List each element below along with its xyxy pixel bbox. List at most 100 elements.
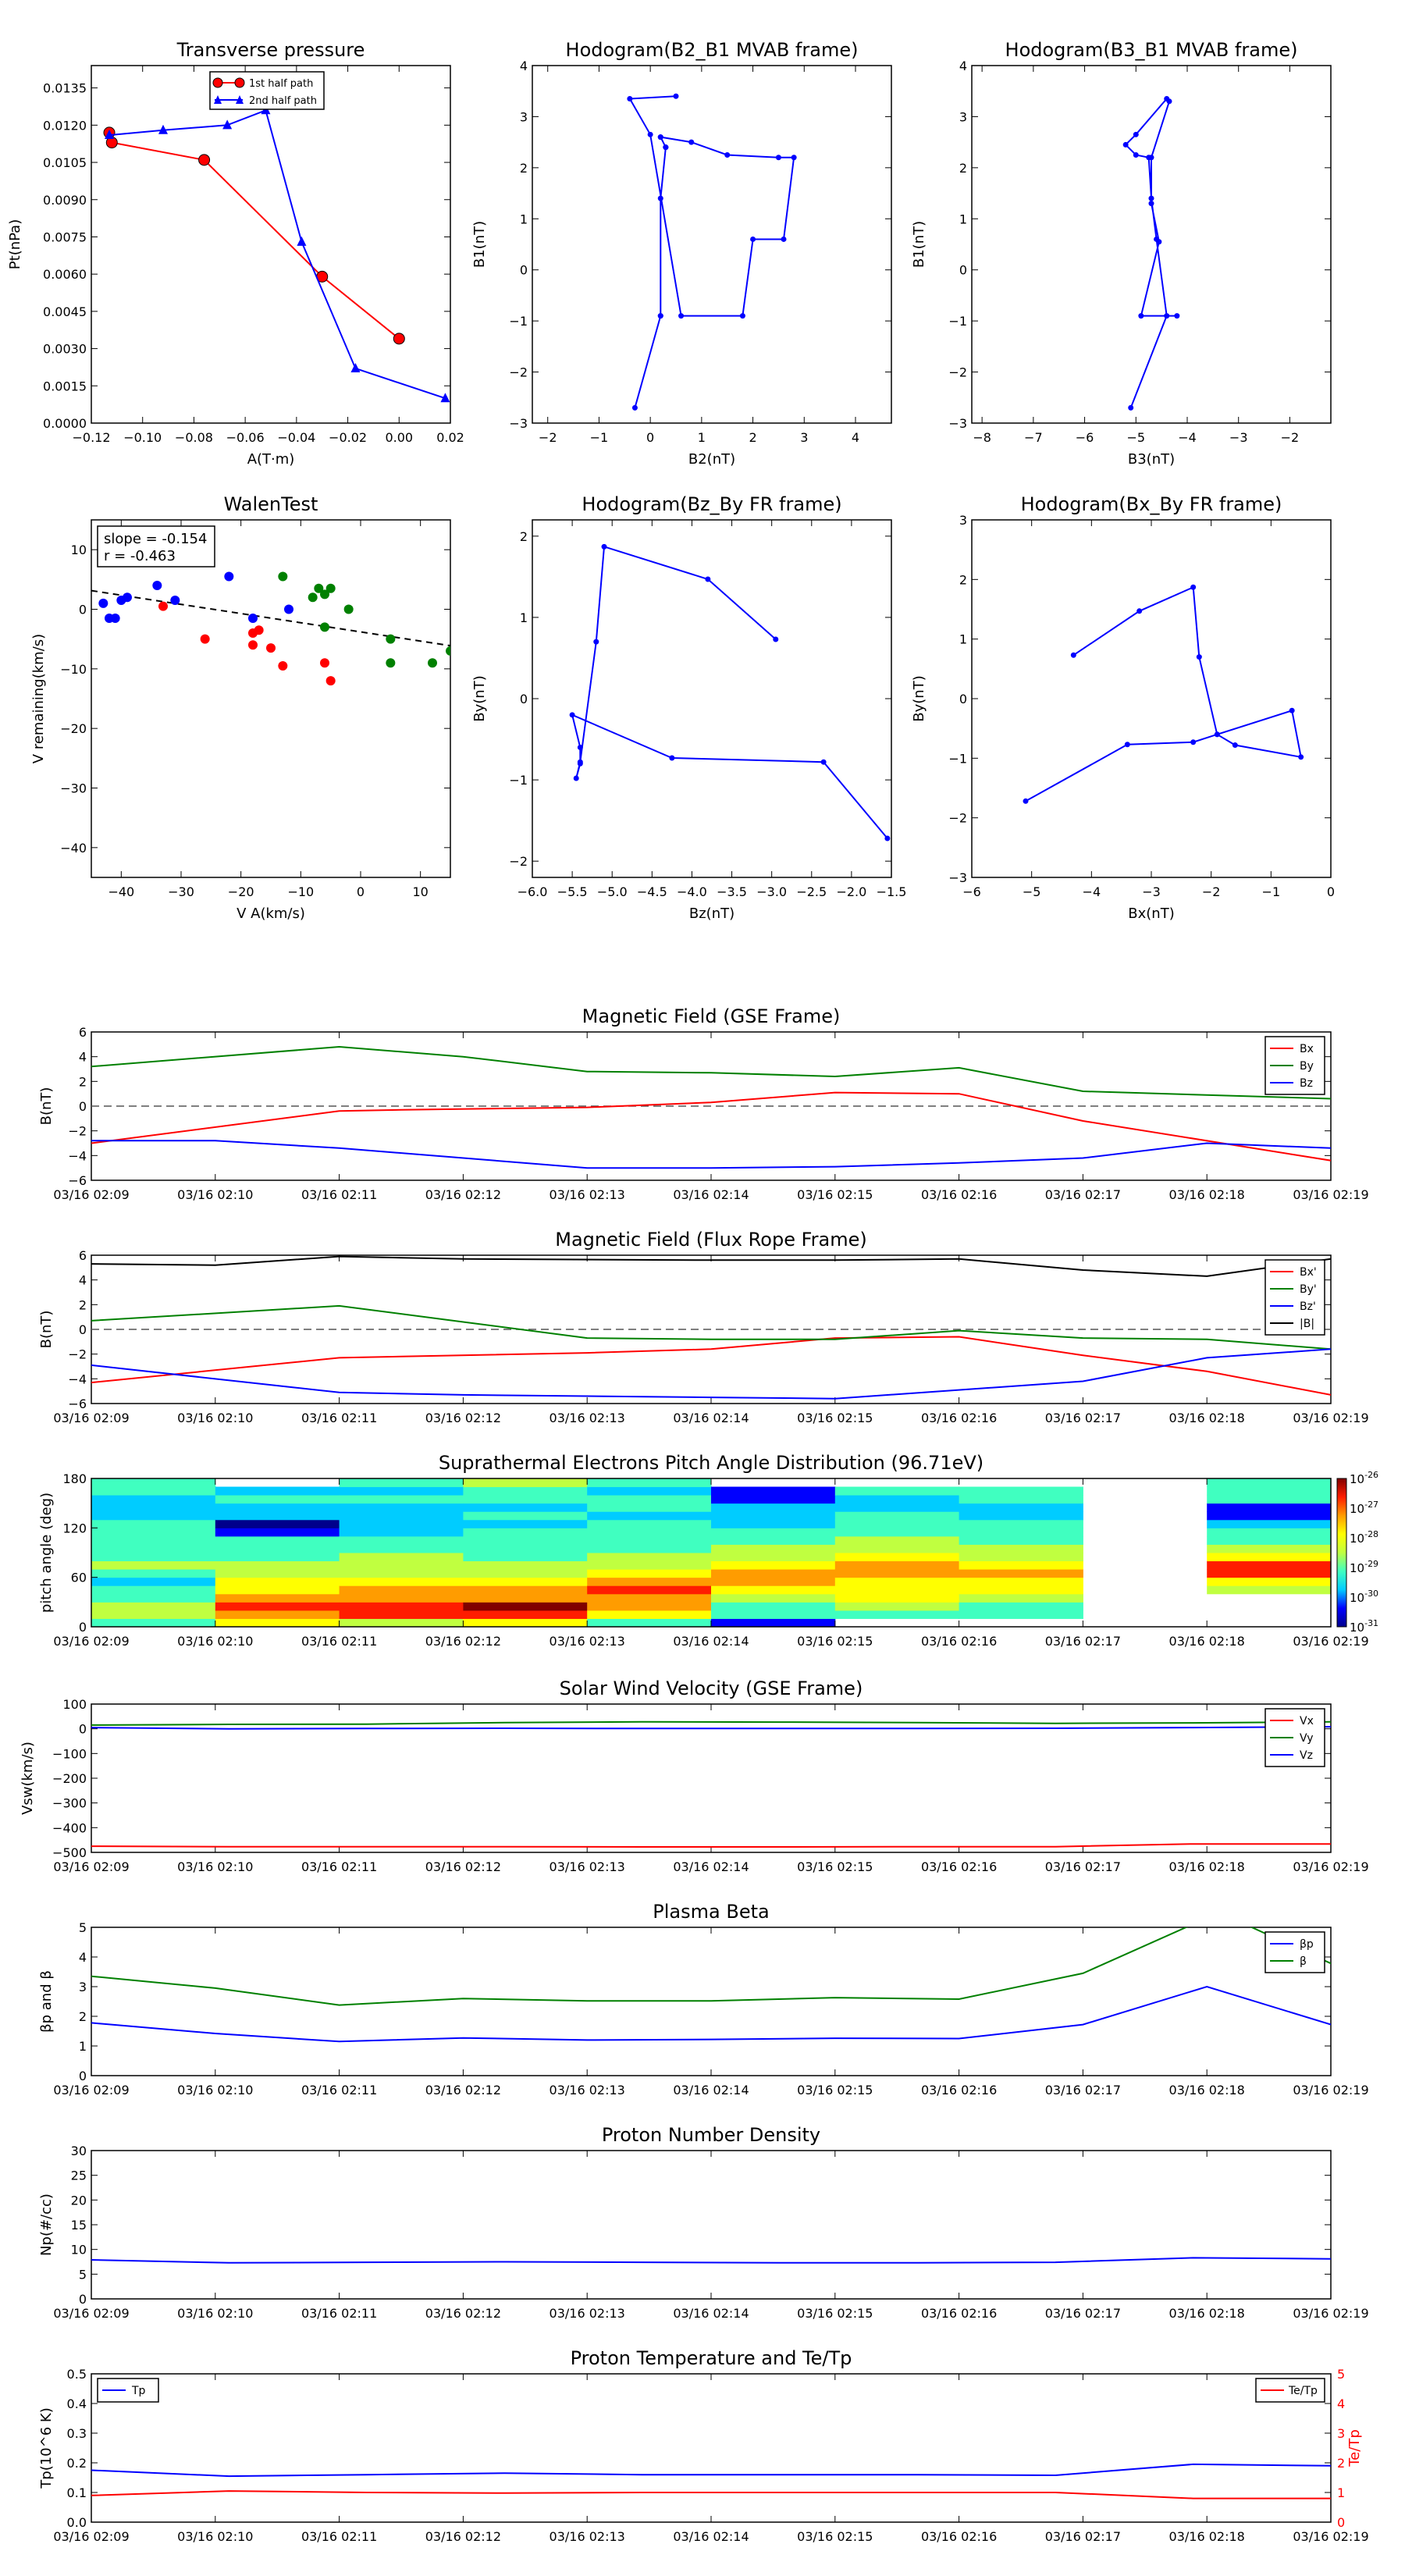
tp-marker-1-6 [440, 393, 450, 403]
pad-cell-3-11 [463, 1528, 588, 1537]
bgse-series-Bz [91, 1140, 1331, 1169]
pad-cell-4-11 [587, 1528, 712, 1537]
tp-ytick-label: 0.0045 [43, 304, 87, 319]
pad-time-label: 03/16 02:11 [301, 1634, 377, 1649]
walen-point-2-4 [320, 622, 329, 632]
pad-cell-3-6 [463, 1569, 588, 1578]
hxy-ytick-label: 3 [959, 513, 967, 528]
np-time-label: 03/16 02:09 [53, 2306, 129, 2321]
bfr-series-|B| [91, 1255, 1331, 1277]
h21-point-0-15 [739, 313, 745, 319]
walen-point-0-6 [278, 661, 288, 671]
hxy-point-0-0 [1023, 798, 1029, 804]
bfr-ytick-label: 0 [79, 1322, 87, 1337]
bfr-time-label: 03/16 02:10 [177, 1411, 253, 1425]
tp-xlabel: A(T·m) [247, 451, 295, 468]
vsw-ytick-label: −200 [52, 1771, 87, 1786]
h21-ytick-label: −1 [509, 314, 528, 329]
walen-point-0-5 [266, 643, 276, 653]
pad-cell-7-14 [959, 1503, 1083, 1512]
pad-cell-9-17 [1207, 1478, 1332, 1488]
pad-cell-4-0 [587, 1618, 712, 1628]
h21-point-0-14 [750, 236, 756, 242]
bfr-time-label: 03/16 02:11 [301, 1411, 377, 1425]
tp_temp-legend-left-label: Tp [131, 2385, 146, 2397]
bgse-legend-label-2: Bz [1300, 1077, 1313, 1090]
tp-ytick-label: 0.0015 [43, 379, 87, 393]
tp-title: Transverse pressure [176, 39, 365, 61]
pad-cell-6-2 [834, 1602, 960, 1611]
bfr-ytick-label: −6 [68, 1397, 87, 1411]
h21-ytick-label: −2 [509, 365, 528, 380]
pad-cell-9-16 [1207, 1486, 1332, 1496]
h31-ytick-label: 4 [959, 59, 967, 73]
tp-xtick-label: −0.12 [72, 430, 110, 445]
pad-cell-9-10 [1207, 1535, 1332, 1545]
h31-xtick-label: −7 [1024, 430, 1043, 445]
walen-point-2-3 [320, 589, 329, 600]
pad-cell-3-4 [463, 1585, 588, 1595]
bgse-ylabel: B(nT) [38, 1087, 55, 1126]
hxy-xtick-label: −6 [962, 884, 981, 899]
pad-cell-1-3 [215, 1593, 340, 1603]
h21-xtick-label: 2 [749, 430, 756, 445]
pad-cell-6-8 [834, 1553, 960, 1562]
walen-title: WalenTest [224, 493, 318, 515]
tp-ytick-label: 0.0075 [43, 229, 87, 244]
bgse-title: Magnetic Field (GSE Frame) [582, 1005, 841, 1027]
tp_temp-time-label: 03/16 02:17 [1045, 2529, 1121, 2544]
bgse-time-label: 03/16 02:13 [550, 1187, 625, 1202]
hxy-ytick-label: 2 [959, 572, 967, 587]
np-time-label: 03/16 02:12 [425, 2306, 501, 2321]
pad-cell-6-4 [834, 1585, 960, 1595]
hxy-point-0-5 [1298, 754, 1304, 760]
pad-cell-3-17 [463, 1478, 588, 1488]
pad-cell-5-6 [711, 1569, 836, 1578]
walen-plot-area [91, 571, 450, 686]
tp-frame [91, 65, 451, 424]
tp-xtick-label: −0.04 [277, 430, 315, 445]
h21-xtick-label: 0 [646, 430, 654, 445]
walen-xtick-label: −30 [168, 884, 194, 899]
bgse-legend-label-0: Bx [1300, 1043, 1314, 1055]
vsw-time-label: 03/16 02:12 [425, 1859, 501, 1874]
hzy-ytick-label: 1 [520, 610, 528, 625]
vsw-ytick-label: 0 [79, 1722, 87, 1737]
beta-series-βp [91, 1985, 1331, 2043]
tp-xtick-label: 0.02 [436, 430, 464, 445]
tp-marker-1-1 [158, 124, 168, 134]
pad-cell-0-10 [91, 1535, 216, 1545]
pad-cell-3-7 [463, 1560, 588, 1570]
walen-point-1-9 [284, 604, 293, 614]
pad-cell-4-12 [587, 1519, 712, 1528]
pad-cell-1-5 [215, 1577, 340, 1586]
beta-time-label: 03/16 02:12 [425, 2083, 501, 2097]
tp-legend-label-0: 1st half path [249, 78, 313, 90]
pad-cell-0-14 [91, 1503, 216, 1512]
hxy-xtick-label: −3 [1142, 884, 1161, 899]
h31-xtick-label: −4 [1178, 430, 1197, 445]
pad-cell-4-3 [587, 1593, 712, 1603]
h31-series-0 [1124, 98, 1177, 408]
bgse-time-label: 03/16 02:12 [425, 1187, 501, 1202]
bgse-ytick-label: −6 [68, 1173, 87, 1188]
tp_temp-title: Proton Temperature and Te/Tp [571, 2347, 852, 2369]
h21-ytick-label: 0 [520, 263, 528, 278]
np-panel: Proton Number Density 0 5 10 15 20 25 30 03/16 0… [38, 2124, 1369, 2321]
vsw-time-label: 03/16 02:18 [1169, 1859, 1245, 1874]
walen-point-0-8 [325, 676, 336, 686]
tp_temp-ytick-label-right: 3 [1337, 2426, 1345, 2441]
bfr-time-label: 03/16 02:09 [53, 1411, 129, 1425]
tp-legend [209, 71, 325, 110]
pad-colorbar-label-4: 10-30 [1350, 1589, 1378, 1605]
np-ytick-label: 15 [71, 2218, 87, 2233]
np-time-label: 03/16 02:10 [177, 2306, 253, 2321]
tp_temp-time-label: 03/16 02:10 [177, 2529, 253, 2544]
hxy-xtick-label: −4 [1083, 884, 1101, 899]
bgse-ytick-label: −4 [68, 1148, 87, 1163]
tp-legend-marker-1 [236, 95, 244, 104]
tp_temp-ytick-label: 0.3 [67, 2426, 87, 2441]
h21-point-0-3 [657, 195, 663, 201]
walen-xtick-label: 10 [412, 884, 428, 899]
pad-cell-7-12 [959, 1519, 1083, 1528]
